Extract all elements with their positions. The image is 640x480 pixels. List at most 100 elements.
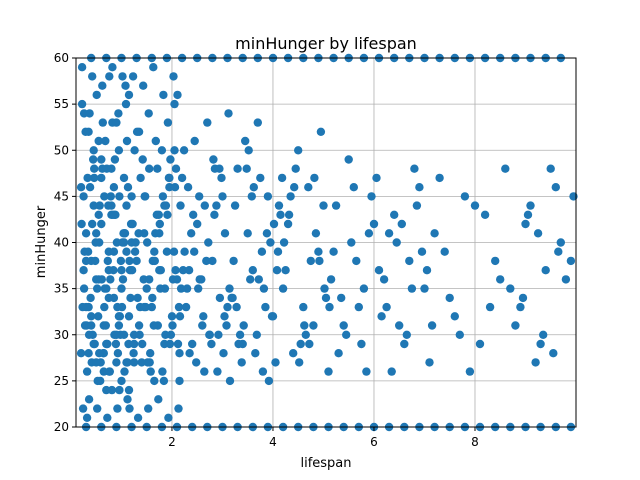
data-point: [107, 385, 117, 395]
data-point: [230, 201, 240, 210]
data-point: [83, 173, 92, 183]
data-point: [122, 136, 132, 146]
data-point: [170, 99, 179, 109]
data-point: [257, 247, 267, 256]
data-point: [98, 118, 108, 127]
y-tick-label: 25: [54, 374, 69, 388]
data-point: [262, 229, 272, 238]
data-point: [137, 358, 146, 367]
data-point: [242, 164, 251, 173]
data-point: [135, 330, 144, 339]
data-point: [556, 238, 565, 247]
data-point: [170, 146, 179, 155]
data-point: [125, 404, 134, 413]
data-point: [202, 256, 211, 266]
data-point: [325, 302, 334, 312]
data-point: [430, 229, 439, 238]
y-tick-label: 60: [54, 51, 69, 65]
data-point: [205, 330, 214, 339]
data-point: [84, 395, 94, 404]
data-point: [104, 293, 114, 303]
data-point: [97, 219, 106, 229]
data-point: [87, 312, 96, 321]
data-point: [220, 229, 230, 238]
data-point: [92, 358, 101, 367]
data-point: [425, 358, 434, 367]
data-point: [92, 229, 101, 238]
data-point: [460, 192, 470, 201]
data-point: [92, 275, 101, 284]
data-point: [93, 284, 102, 293]
data-point: [120, 229, 129, 238]
data-point: [165, 173, 174, 183]
data-point: [84, 330, 94, 339]
data-point: [179, 146, 189, 155]
data-point: [274, 201, 284, 210]
data-point: [147, 302, 156, 312]
data-point: [123, 395, 132, 404]
data-point: [551, 183, 560, 192]
data-point: [157, 146, 167, 155]
data-point: [81, 229, 91, 238]
data-point: [144, 404, 153, 413]
data-point: [112, 330, 121, 339]
data-point: [146, 367, 155, 376]
data-point: [200, 367, 209, 376]
data-point: [190, 247, 199, 256]
data-point: [286, 192, 295, 201]
data-point: [352, 256, 361, 266]
data-point: [112, 118, 121, 127]
data-point: [79, 192, 88, 201]
data-point: [109, 183, 119, 192]
data-point: [427, 321, 437, 330]
data-point: [145, 164, 154, 173]
data-point: [150, 256, 159, 266]
data-point: [175, 376, 184, 386]
data-point: [193, 219, 202, 229]
data-point: [315, 256, 324, 266]
data-point: [166, 155, 175, 164]
data-point: [539, 330, 548, 339]
data-point: [372, 173, 381, 183]
data-point: [402, 330, 411, 339]
data-point: [79, 266, 88, 275]
data-point: [521, 219, 530, 229]
data-point: [234, 339, 243, 349]
data-point: [133, 293, 142, 303]
data-point: [233, 164, 242, 173]
data-point: [183, 183, 193, 192]
data-point: [197, 275, 206, 284]
data-point: [170, 183, 180, 192]
data-point: [417, 247, 427, 256]
data-point: [127, 266, 137, 275]
data-point: [566, 256, 576, 266]
y-tick-label: 50: [54, 143, 69, 157]
data-point: [554, 247, 563, 256]
data-point: [420, 284, 429, 293]
data-point: [289, 349, 298, 358]
data-point: [114, 321, 124, 330]
data-point: [204, 238, 213, 247]
data-point: [309, 321, 318, 330]
data-point: [359, 284, 369, 293]
data-point: [117, 302, 127, 312]
data-point: [90, 164, 99, 173]
data-point: [284, 210, 294, 219]
data-point: [290, 183, 299, 192]
data-point: [89, 146, 98, 155]
data-point: [94, 312, 103, 321]
data-point: [76, 183, 86, 192]
data-point: [154, 395, 163, 404]
data-point: [85, 183, 95, 192]
data-point: [511, 321, 520, 330]
data-point: [98, 81, 107, 90]
data-point: [266, 238, 275, 247]
data-point: [82, 367, 92, 376]
data-point: [223, 302, 232, 312]
data-point: [107, 164, 116, 173]
data-point: [475, 339, 485, 349]
data-point: [108, 62, 117, 72]
x-axis-ticks: 2 4 6 8: [168, 427, 479, 449]
data-point: [78, 404, 88, 413]
data-point: [185, 349, 194, 358]
